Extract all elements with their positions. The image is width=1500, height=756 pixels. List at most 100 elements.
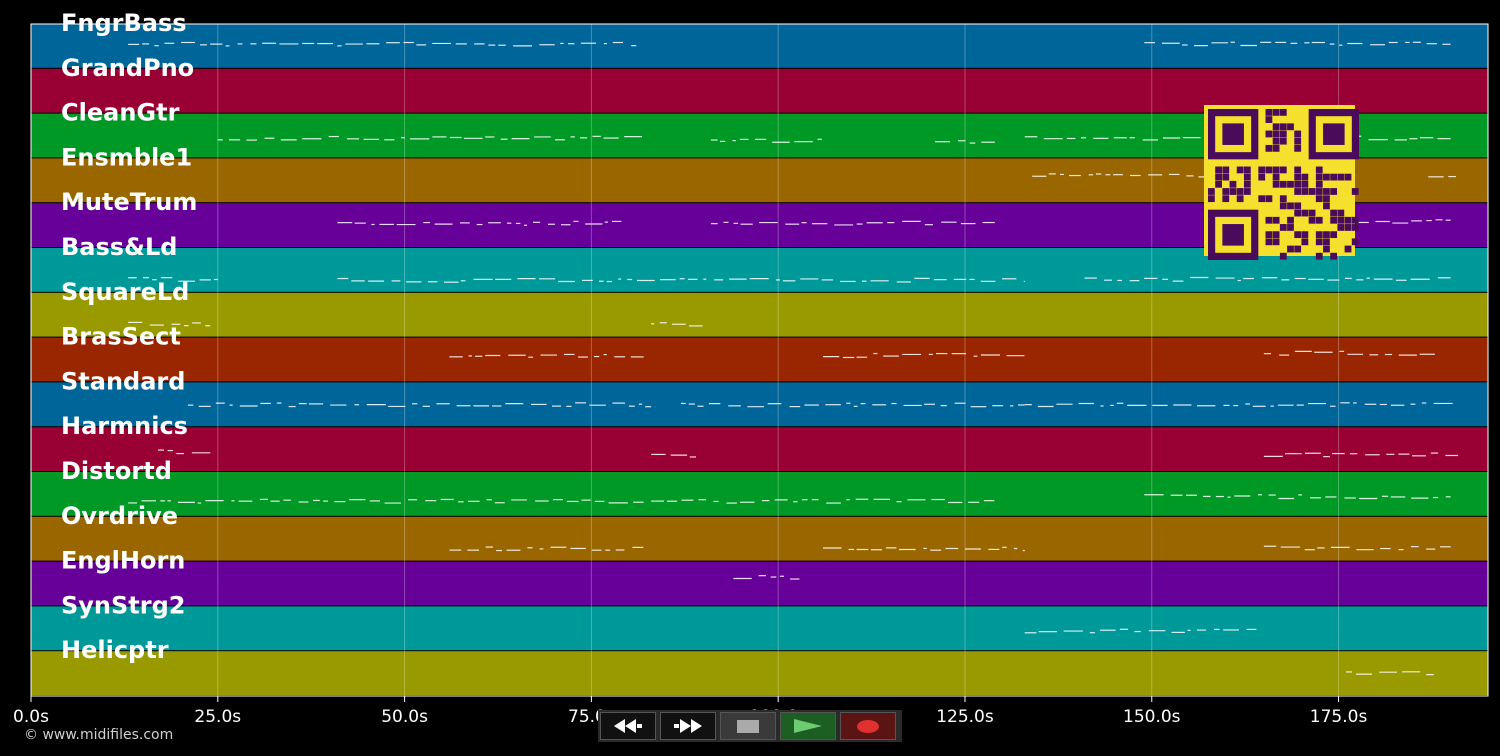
qr-finder-core [1222, 123, 1244, 145]
qr-module [1330, 252, 1338, 260]
track-lane[interactable] [31, 516, 1488, 561]
qr-module [1287, 216, 1294, 224]
record-button[interactable] [840, 712, 896, 740]
qr-module [1215, 173, 1222, 181]
qr-module [1315, 188, 1323, 195]
qr-module [1287, 224, 1294, 231]
track-lane[interactable] [31, 651, 1488, 695]
qr-module [1265, 166, 1273, 174]
record-icon [857, 719, 879, 733]
qr-module [1308, 188, 1316, 195]
qr-module [1272, 173, 1280, 181]
qr-module [1315, 195, 1323, 203]
qr-module [1229, 188, 1237, 195]
qr-module [1301, 238, 1309, 246]
track-label: Harmnics [61, 412, 188, 440]
qr-module [1272, 216, 1280, 224]
qr-module [1265, 116, 1273, 123]
track-label: FngrBass [61, 9, 187, 37]
qr-module [1294, 130, 1302, 138]
qr-module [1272, 137, 1280, 145]
qr-module [1287, 180, 1294, 188]
qr-module [1351, 224, 1359, 231]
track-label: Helicptr [61, 636, 169, 664]
qr-module [1351, 238, 1359, 246]
stop-icon [737, 719, 759, 733]
qr-module [1279, 130, 1287, 138]
qr-module [1294, 209, 1302, 217]
qr-module [1323, 231, 1330, 239]
qr-module [1243, 180, 1251, 188]
qr-module [1265, 130, 1273, 138]
tick-label: 25.0s [194, 707, 241, 727]
qr-code-icon[interactable] [1204, 105, 1359, 260]
track-lane[interactable] [31, 472, 1488, 516]
qr-module [1287, 123, 1294, 131]
qr-module [1243, 173, 1251, 181]
qr-module [1279, 137, 1287, 145]
track-label: CleanGtr [61, 99, 180, 127]
qr-module [1222, 166, 1230, 174]
play-icon [794, 719, 822, 733]
qr-module [1315, 231, 1323, 239]
qr-module [1279, 123, 1287, 131]
qr-module [1279, 252, 1287, 260]
qr-module [1351, 216, 1359, 224]
qr-module [1272, 231, 1280, 239]
qr-module [1243, 188, 1251, 195]
track-lane[interactable] [31, 606, 1488, 651]
track-lane[interactable] [31, 292, 1488, 337]
qr-module [1222, 188, 1230, 195]
qr-module [1287, 202, 1294, 210]
qr-module [1258, 166, 1266, 174]
qr-module [1236, 166, 1244, 174]
qr-module [1265, 216, 1273, 224]
qr-module [1272, 123, 1280, 131]
qr-module [1208, 188, 1215, 195]
qr-module [1323, 202, 1330, 210]
track-lane[interactable] [31, 382, 1488, 427]
roll-border [30, 23, 1489, 697]
qr-module [1344, 216, 1352, 224]
qr-module [1323, 173, 1330, 181]
qr-module [1215, 180, 1222, 188]
qr-module [1301, 188, 1309, 195]
stop-button[interactable] [720, 712, 776, 740]
qr-module [1294, 188, 1302, 195]
qr-module [1236, 195, 1244, 203]
play-button[interactable] [780, 712, 836, 740]
fast-forward-button[interactable] [660, 712, 716, 740]
track-lane[interactable] [31, 24, 1488, 68]
qr-module [1272, 109, 1280, 116]
track-lane[interactable] [31, 561, 1488, 606]
qr-module [1337, 224, 1345, 231]
qr-module [1279, 166, 1287, 174]
qr-module [1236, 188, 1244, 195]
qr-module [1265, 144, 1273, 152]
qr-module [1258, 173, 1266, 181]
qr-module [1222, 173, 1230, 181]
tick-label: 50.0s [381, 707, 428, 727]
track-label: BrasSect [61, 323, 181, 351]
fast-forward-icon [674, 719, 702, 733]
qr-module [1279, 180, 1287, 188]
qr-module [1337, 209, 1345, 217]
track-lane[interactable] [31, 337, 1488, 382]
track-lane[interactable] [31, 427, 1488, 471]
qr-module [1315, 166, 1323, 174]
qr-module [1265, 238, 1273, 246]
qr-module [1323, 238, 1330, 246]
qr-module [1272, 180, 1280, 188]
qr-module [1279, 224, 1287, 231]
qr-module [1208, 195, 1215, 203]
qr-module [1229, 180, 1237, 188]
qr-module [1272, 166, 1280, 174]
qr-module [1323, 245, 1330, 253]
track-label: Bass&Ld [61, 233, 177, 261]
rewind-button[interactable] [600, 712, 656, 740]
note-events [128, 41, 1459, 676]
qr-finder-core [1222, 224, 1244, 246]
qr-module [1265, 109, 1273, 116]
qr-module [1294, 173, 1302, 181]
